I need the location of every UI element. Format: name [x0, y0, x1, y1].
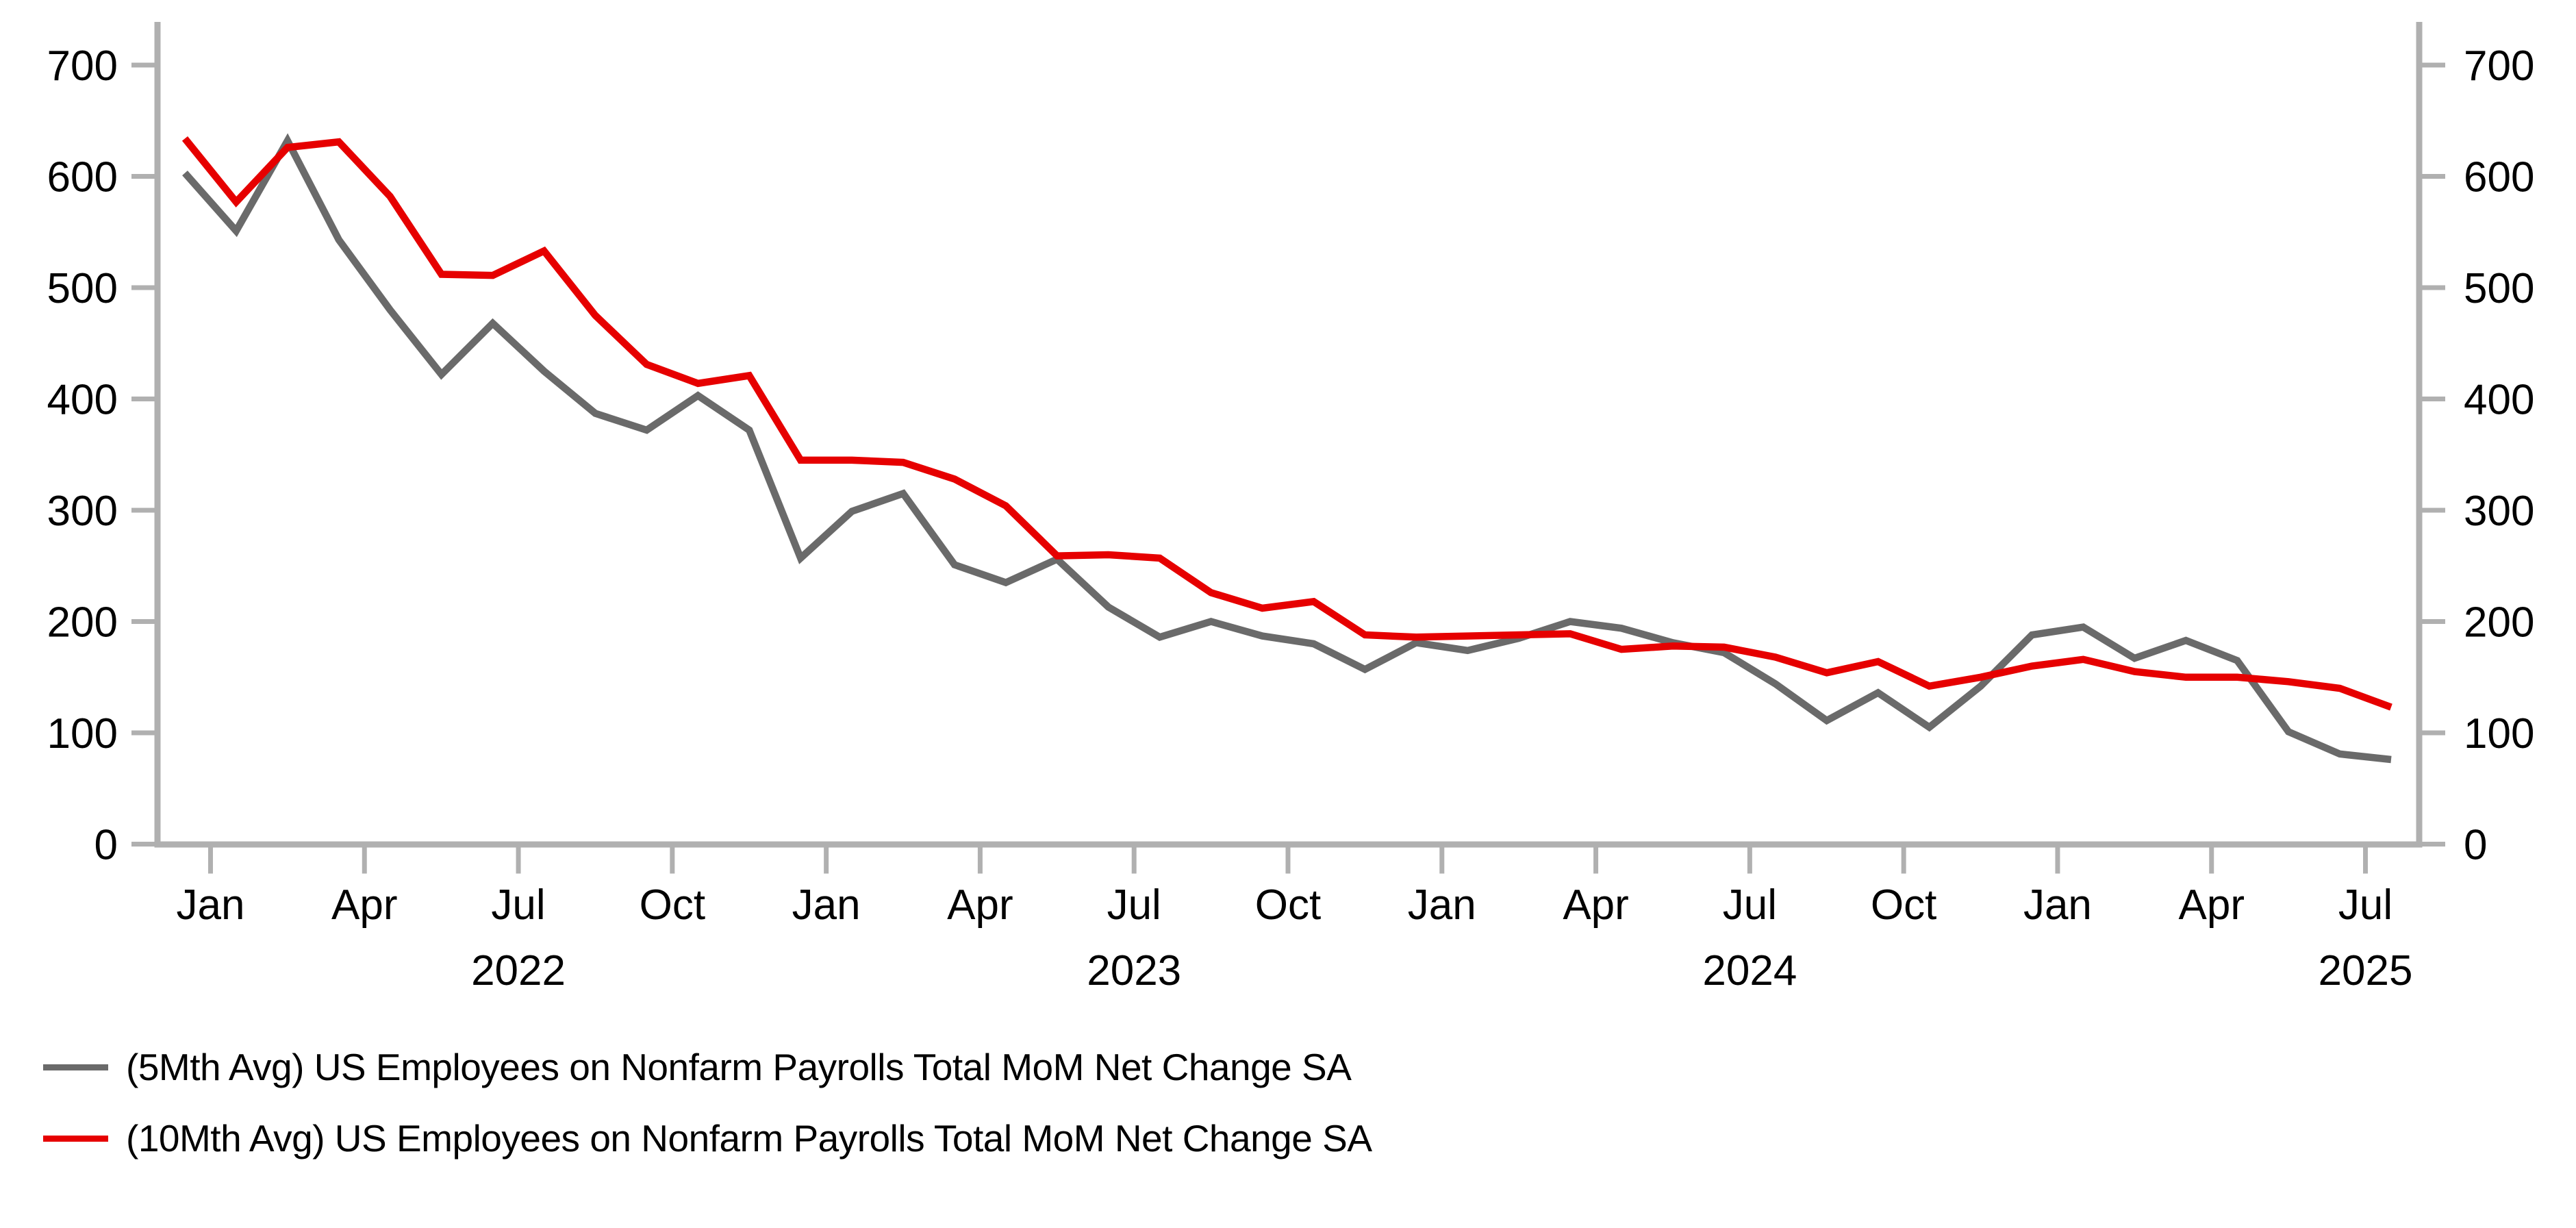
x-axis-month-label: Jul [2338, 881, 2392, 929]
x-axis-month-label: Apr [331, 881, 397, 929]
legend-marker-5mth-avg-icon [43, 1064, 108, 1070]
x-axis-year-label: 2023 [1087, 947, 1181, 994]
x-axis-month-label: Jul [1107, 881, 1161, 929]
y-axis-label-left: 700 [47, 42, 118, 90]
x-axis-year-label: 2022 [471, 947, 566, 994]
x-axis-month-label: Apr [947, 881, 1013, 929]
y-axis-label-right: 0 [2464, 822, 2487, 869]
legend-label-10mth-avg: (10Mth Avg) US Employees on Nonfarm Payr… [126, 1117, 1372, 1160]
legend-label-5mth-avg: (5Mth Avg) US Employees on Nonfarm Payro… [126, 1046, 1352, 1088]
y-axis-label-left: 300 [47, 488, 118, 535]
series-line-10mth-avg [181, 136, 2392, 711]
x-axis-year-label: 2024 [1702, 947, 1797, 994]
y-axis-label-left: 100 [47, 710, 118, 757]
y-axis-label-right: 200 [2464, 599, 2534, 647]
x-axis-month-label: Jan [2023, 881, 2092, 929]
x-axis-month-label: Jan [1408, 881, 1476, 929]
x-axis-month-label: Jan [792, 881, 861, 929]
legend-item-10mth-avg: (10Mth Avg) US Employees on Nonfarm Payr… [43, 1117, 1372, 1160]
data-series [181, 133, 2392, 764]
y-axis-label-right: 300 [2464, 488, 2534, 535]
y-axis-label-right: 600 [2464, 154, 2534, 201]
y-axis-label-left: 200 [47, 599, 118, 647]
x-axis-year-label: 2025 [2319, 947, 2413, 994]
axes [154, 22, 2423, 848]
x-axis-month-label: Oct [1871, 881, 1936, 929]
x-axis-month-label: Jul [491, 881, 545, 929]
x-axis-month-label: Jan [176, 881, 244, 929]
y-axis-label-right: 500 [2464, 265, 2534, 312]
x-axis-month-label: Jul [1723, 881, 1777, 929]
y-axis-label-right: 700 [2464, 42, 2534, 90]
axis-ticks [131, 62, 2445, 874]
legend-item-5mth-avg: (5Mth Avg) US Employees on Nonfarm Payro… [43, 1046, 1372, 1088]
x-axis-month-label: Oct [1255, 881, 1321, 929]
x-axis-month-label: Apr [1563, 881, 1628, 929]
legend-marker-10mth-avg-icon [43, 1135, 108, 1142]
y-axis-label-right: 100 [2464, 710, 2534, 757]
y-axis-label-left: 500 [47, 265, 118, 312]
x-axis-month-label: Oct [640, 881, 705, 929]
legend: (5Mth Avg) US Employees on Nonfarm Payro… [43, 1046, 1372, 1160]
axis-labels: 0 0 100 100 200 200 300 300 400 400 500 500 600 600 70… [47, 42, 2535, 994]
y-axis-label-right: 400 [2464, 377, 2534, 424]
series-line-5mth-avg [182, 133, 2392, 764]
y-axis-label-left: 600 [47, 154, 118, 201]
y-axis-label-left: 400 [47, 377, 118, 424]
y-axis-label-left: 0 [94, 822, 118, 869]
x-axis-month-label: Apr [2178, 881, 2244, 929]
